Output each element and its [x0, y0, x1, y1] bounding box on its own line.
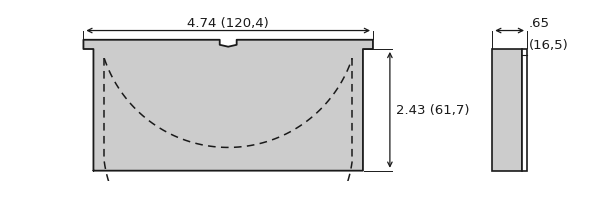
Text: (16,5): (16,5) — [529, 39, 568, 52]
Text: .65: .65 — [529, 17, 550, 30]
Text: 2.43 (61,7): 2.43 (61,7) — [396, 104, 470, 117]
Polygon shape — [83, 41, 373, 171]
Text: 4.74 (120,4): 4.74 (120,4) — [187, 17, 269, 30]
Bar — [521, 50, 527, 171]
Bar — [492, 50, 521, 171]
